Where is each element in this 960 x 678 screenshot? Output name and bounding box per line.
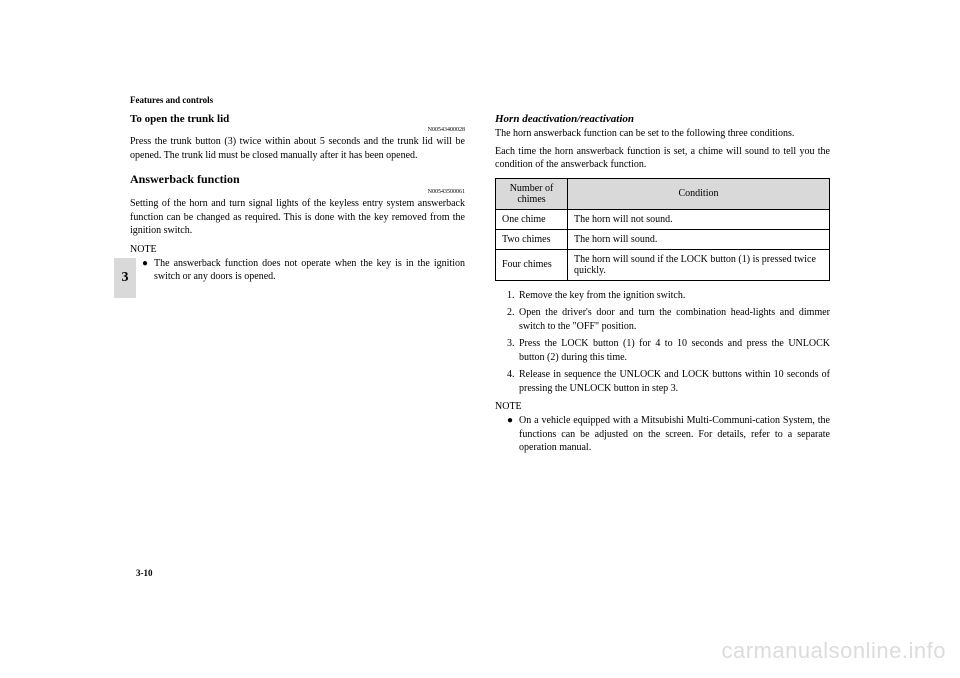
body-horn-2: Each time the horn answerback function i…	[495, 145, 830, 172]
content-columns: To open the trunk lid N00543400028 Press…	[130, 113, 830, 455]
steps-list: Remove the key from the ignition switch.…	[495, 289, 830, 396]
table-header-chimes: Number of chimes	[496, 178, 568, 209]
table-row: Four chimes The horn will sound if the L…	[496, 249, 830, 280]
page: Features and controls To open the trunk …	[0, 0, 960, 455]
page-header: Features and controls	[130, 95, 830, 105]
table-cell: The horn will not sound.	[568, 209, 830, 229]
table-cell: The horn will sound if the LOCK button (…	[568, 249, 830, 280]
bullet-icon: ●	[142, 257, 154, 284]
chapter-tab: 3	[114, 258, 136, 298]
body-horn-1: The horn answerback function can be set …	[495, 127, 830, 141]
table-cell: One chime	[496, 209, 568, 229]
note-label-left: NOTE	[130, 244, 465, 255]
doc-ref-1: N00543400028	[130, 127, 465, 133]
note-item-right: ● On a vehicle equipped with a Mitsubish…	[495, 414, 830, 455]
table-header-row: Number of chimes Condition	[496, 178, 830, 209]
right-column: Horn deactivation/reactivation The horn …	[495, 113, 830, 455]
section-title-trunk: To open the trunk lid	[130, 113, 465, 125]
note-text-left: The answerback function does not operate…	[154, 257, 465, 284]
step-item: Open the driver's door and turn the comb…	[507, 306, 830, 333]
table-row: Two chimes The horn will sound.	[496, 229, 830, 249]
table-cell: The horn will sound.	[568, 229, 830, 249]
body-trunk: Press the trunk button (3) twice within …	[130, 135, 465, 162]
step-item: Press the LOCK button (1) for 4 to 10 se…	[507, 337, 830, 364]
table-cell: Two chimes	[496, 229, 568, 249]
body-answerback: Setting of the horn and turn signal ligh…	[130, 197, 465, 238]
bullet-icon: ●	[507, 414, 519, 455]
section-title-answerback: Answerback function	[130, 172, 465, 187]
table-header-condition: Condition	[568, 178, 830, 209]
note-text-right: On a vehicle equipped with a Mitsubishi …	[519, 414, 830, 455]
chimes-table: Number of chimes Condition One chime The…	[495, 178, 830, 281]
note-item-left: ● The answerback function does not opera…	[130, 257, 465, 284]
watermark: carmanualsonline.info	[721, 638, 946, 664]
section-title-horn: Horn deactivation/reactivation	[495, 113, 830, 125]
step-item: Remove the key from the ignition switch.	[507, 289, 830, 303]
left-column: To open the trunk lid N00543400028 Press…	[130, 113, 465, 455]
note-label-right: NOTE	[495, 401, 830, 412]
doc-ref-2: N00543500061	[130, 189, 465, 195]
table-row: One chime The horn will not sound.	[496, 209, 830, 229]
page-number: 3-10	[136, 568, 153, 578]
step-item: Release in sequence the UNLOCK and LOCK …	[507, 368, 830, 395]
table-cell: Four chimes	[496, 249, 568, 280]
